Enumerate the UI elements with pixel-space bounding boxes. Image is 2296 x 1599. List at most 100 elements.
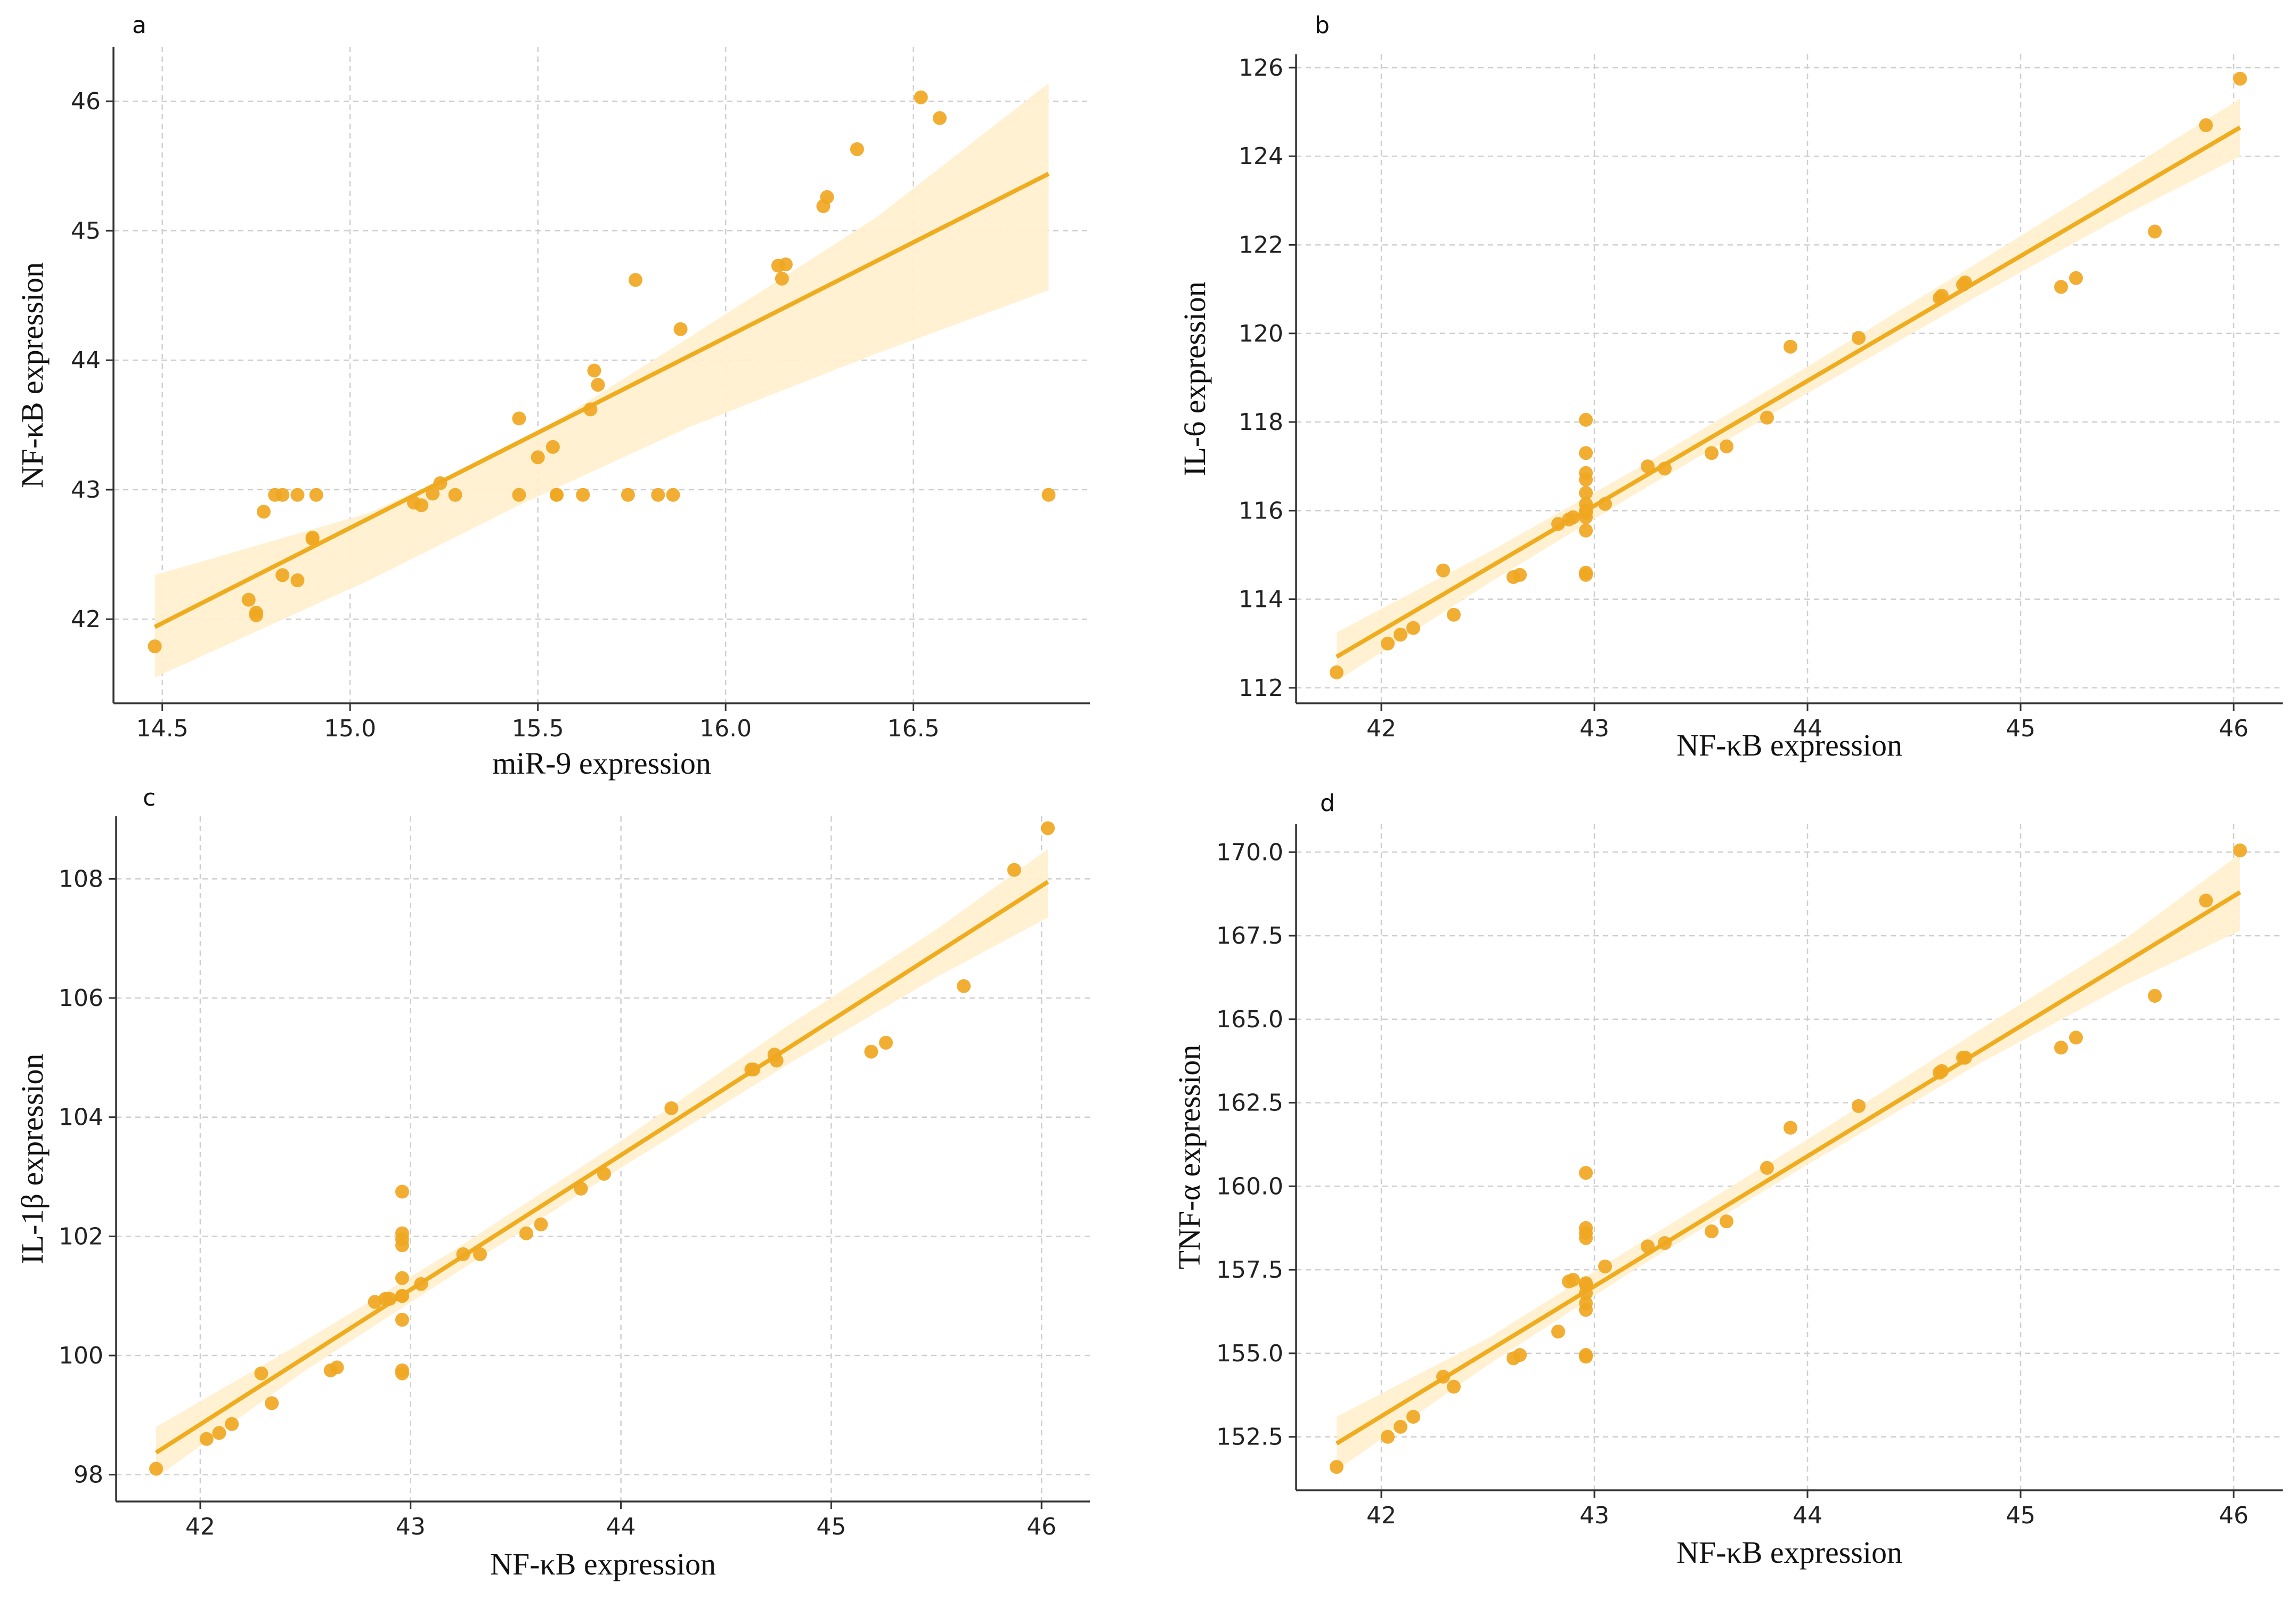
panel-c-data-point [769,1053,784,1068]
panel-b-data-point [1579,446,1593,460]
panel-c-y-tick-label: 102 [59,1223,103,1250]
panel-a-x-tick-label: 14.5 [136,715,189,742]
panel-b-data-point [1579,523,1593,538]
panel-c-y-tick-label: 108 [59,865,103,892]
panel-d: 42 43 44 45 46 152.5 155.0 157.5 160.0 162.5 165.0… [1172,824,2283,1570]
panel-b-data-point [1566,510,1580,524]
panel-b-data-point [1394,628,1407,642]
panel-d-data-point [1641,1239,1655,1254]
panel-d-y-tick-label: 155.0 [1216,1340,1283,1367]
panel-c-data-point [395,1238,409,1253]
panel-c-data-point [1007,863,1021,877]
panel-a-data-point [576,488,590,502]
panel-c-data-point [456,1247,470,1261]
panel-c-letter: c [143,784,156,811]
panel-d-data-point [2069,1030,2083,1045]
panel-a-data-point [275,488,290,502]
panel-c-y-tick-label: 106 [59,985,103,1012]
panel-d-data-point [1705,1224,1719,1239]
panel-d-data-point [1551,1325,1565,1339]
panel-b-data-point [1658,461,1672,476]
panel-c-x-axis-label: NF-κB expression [490,1547,716,1581]
panel-a-data-point [414,498,429,513]
panel-b-data-point [1705,446,1719,460]
panel-b-data-point [2054,280,2068,294]
panel-d-data-point [1958,1050,1972,1065]
panel-c-x-tick-label: 42 [185,1513,215,1540]
panel-d-data-point [1394,1419,1407,1434]
panel-c-data-point [414,1277,428,1291]
panel-d-data-point [2054,1041,2068,1055]
panel-d-data-point [1330,1460,1344,1474]
panel-b-data-point [1381,636,1395,651]
panel-d-x-axis-label: NF-κB expression [1676,1535,1902,1570]
panel-c: 42 43 44 45 46 98 100 102 104 106 108 NF-κB express… [15,816,1090,1581]
panel-d-data-point [1566,1272,1580,1287]
panel-d-y-tick-label: 152.5 [1216,1424,1283,1451]
panel-a-data-point [290,573,305,588]
panel-b-y-tick-label: 114 [1239,586,1283,613]
panel-a-data-point [290,488,305,502]
panel-a-data-point [591,378,605,392]
panel-d-data-point [1935,1064,1949,1078]
panel-b-data-point [1579,504,1593,518]
panel-a-data-point [933,111,947,125]
panel-d-data-point [1447,1379,1461,1394]
panel-a-data-point [549,488,564,502]
panel-d-data-point [2233,843,2247,858]
panel-d-x-tick-label: 45 [2006,1502,2036,1529]
panel-a-y-tick-label: 44 [71,347,101,374]
panel-b-y-tick-label: 124 [1239,143,1283,170]
panel-d-data-point [1579,1231,1593,1245]
panel-c-x-tick-label: 46 [1027,1513,1056,1540]
panel-a-data-point [433,476,447,490]
panel-d-data-point [1784,1121,1797,1135]
panel-d-confidence-band [1337,854,2240,1471]
panel-c-data-point [254,1366,268,1381]
panel-d-data-point [1381,1430,1395,1444]
panel-a-data-point [148,639,162,654]
panel-b-y-tick-label: 116 [1239,497,1283,524]
panel-a-data-point [1041,488,1056,502]
panel-a-letter: a [132,12,146,39]
panel-a-data-point [850,142,864,156]
panel-a-data-point [621,488,635,502]
panel-c-data-point [879,1035,893,1050]
panel-c-data-point [746,1062,761,1077]
panel-a-data-point [241,592,256,607]
panel-c-y-tick-label: 98 [74,1462,103,1489]
panel-d-data-point [1579,1303,1593,1317]
panel-d-y-tick-label: 165.0 [1216,1006,1283,1033]
panel-c-y-tick-label: 100 [59,1342,103,1369]
panel-a-y-tick-label: 46 [71,88,101,115]
panel-a-regression-line [153,172,1050,629]
panel-b-y-axis-label: IL-6 expression [1177,281,1212,476]
panel-b-y-tick-label: 122 [1239,232,1283,259]
panel-a-x-axis-label: miR-9 expression [492,746,711,781]
panel-c-y-axis-label: IL-1β expression [15,1053,50,1264]
panel-b-data-point [1852,331,1866,345]
panel-a-data-point [778,257,793,272]
panel-a-confidence-band [154,83,1049,678]
panel-a-data-point [531,450,545,465]
panel-b-data-point [1447,607,1461,622]
panel-a-data-point [309,488,323,502]
panel-c-data-point [212,1426,226,1440]
panel-d-data-point [1760,1160,1774,1175]
panel-a-y-tick-label: 45 [71,217,101,245]
panel-d-data-point [2199,894,2213,908]
panel-a-y-tick-label: 42 [71,606,101,633]
panel-b-data-point [1513,567,1527,582]
panel-b-data-point [1641,459,1655,474]
panel-b-x-tick-label: 46 [2219,715,2249,742]
panel-d-data-point [1720,1214,1733,1229]
panel-d-data-point [2148,988,2162,1003]
panel-c-data-point [368,1295,382,1309]
panel-b-data-point [1958,275,1972,290]
panel-c-x-tick-label: 43 [396,1513,426,1540]
panel-a-data-point [583,402,598,417]
panel-b-y-tick-label: 126 [1239,54,1283,82]
panel-c-x-tick-label: 44 [606,1513,636,1540]
panel-a-data-point [775,271,789,286]
panel-a-data-point [651,488,665,502]
